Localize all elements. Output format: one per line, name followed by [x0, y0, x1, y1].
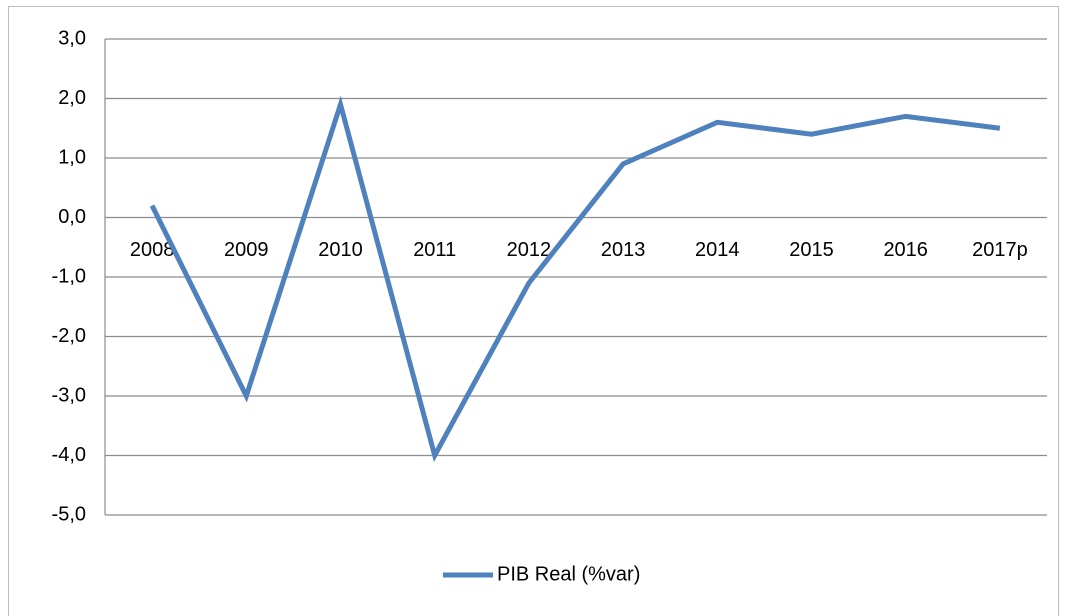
y-tick-label: 1,0	[58, 146, 86, 168]
x-tick-label: 2011	[413, 239, 456, 261]
x-tick-label: 2008	[130, 239, 175, 261]
y-tick-label: -1,0	[52, 265, 86, 287]
legend-label: PIB Real (%var)	[497, 563, 640, 585]
x-tick-label: 2013	[601, 239, 646, 261]
x-tick-label: 2010	[318, 239, 363, 261]
x-tick-label: 2012	[507, 239, 552, 261]
y-tick-label: -2,0	[52, 325, 86, 347]
y-tick-label: -4,0	[52, 444, 86, 466]
y-tick-label: -3,0	[52, 384, 86, 406]
x-tick-label: 2016	[883, 239, 928, 261]
data-line	[149, 95, 1001, 463]
y-tick-label: 3,0	[58, 27, 86, 49]
chart-frame	[8, 6, 1059, 616]
y-tick-label: 0,0	[58, 206, 86, 228]
x-tick-label: 2015	[789, 239, 834, 261]
y-tick-label: -5,0	[52, 503, 86, 525]
x-tick-label: 2009	[224, 239, 269, 261]
x-tick-label: 2017p	[972, 239, 1028, 261]
y-tick-label: 2,0	[58, 87, 86, 109]
x-tick-label: 2014	[695, 239, 740, 261]
